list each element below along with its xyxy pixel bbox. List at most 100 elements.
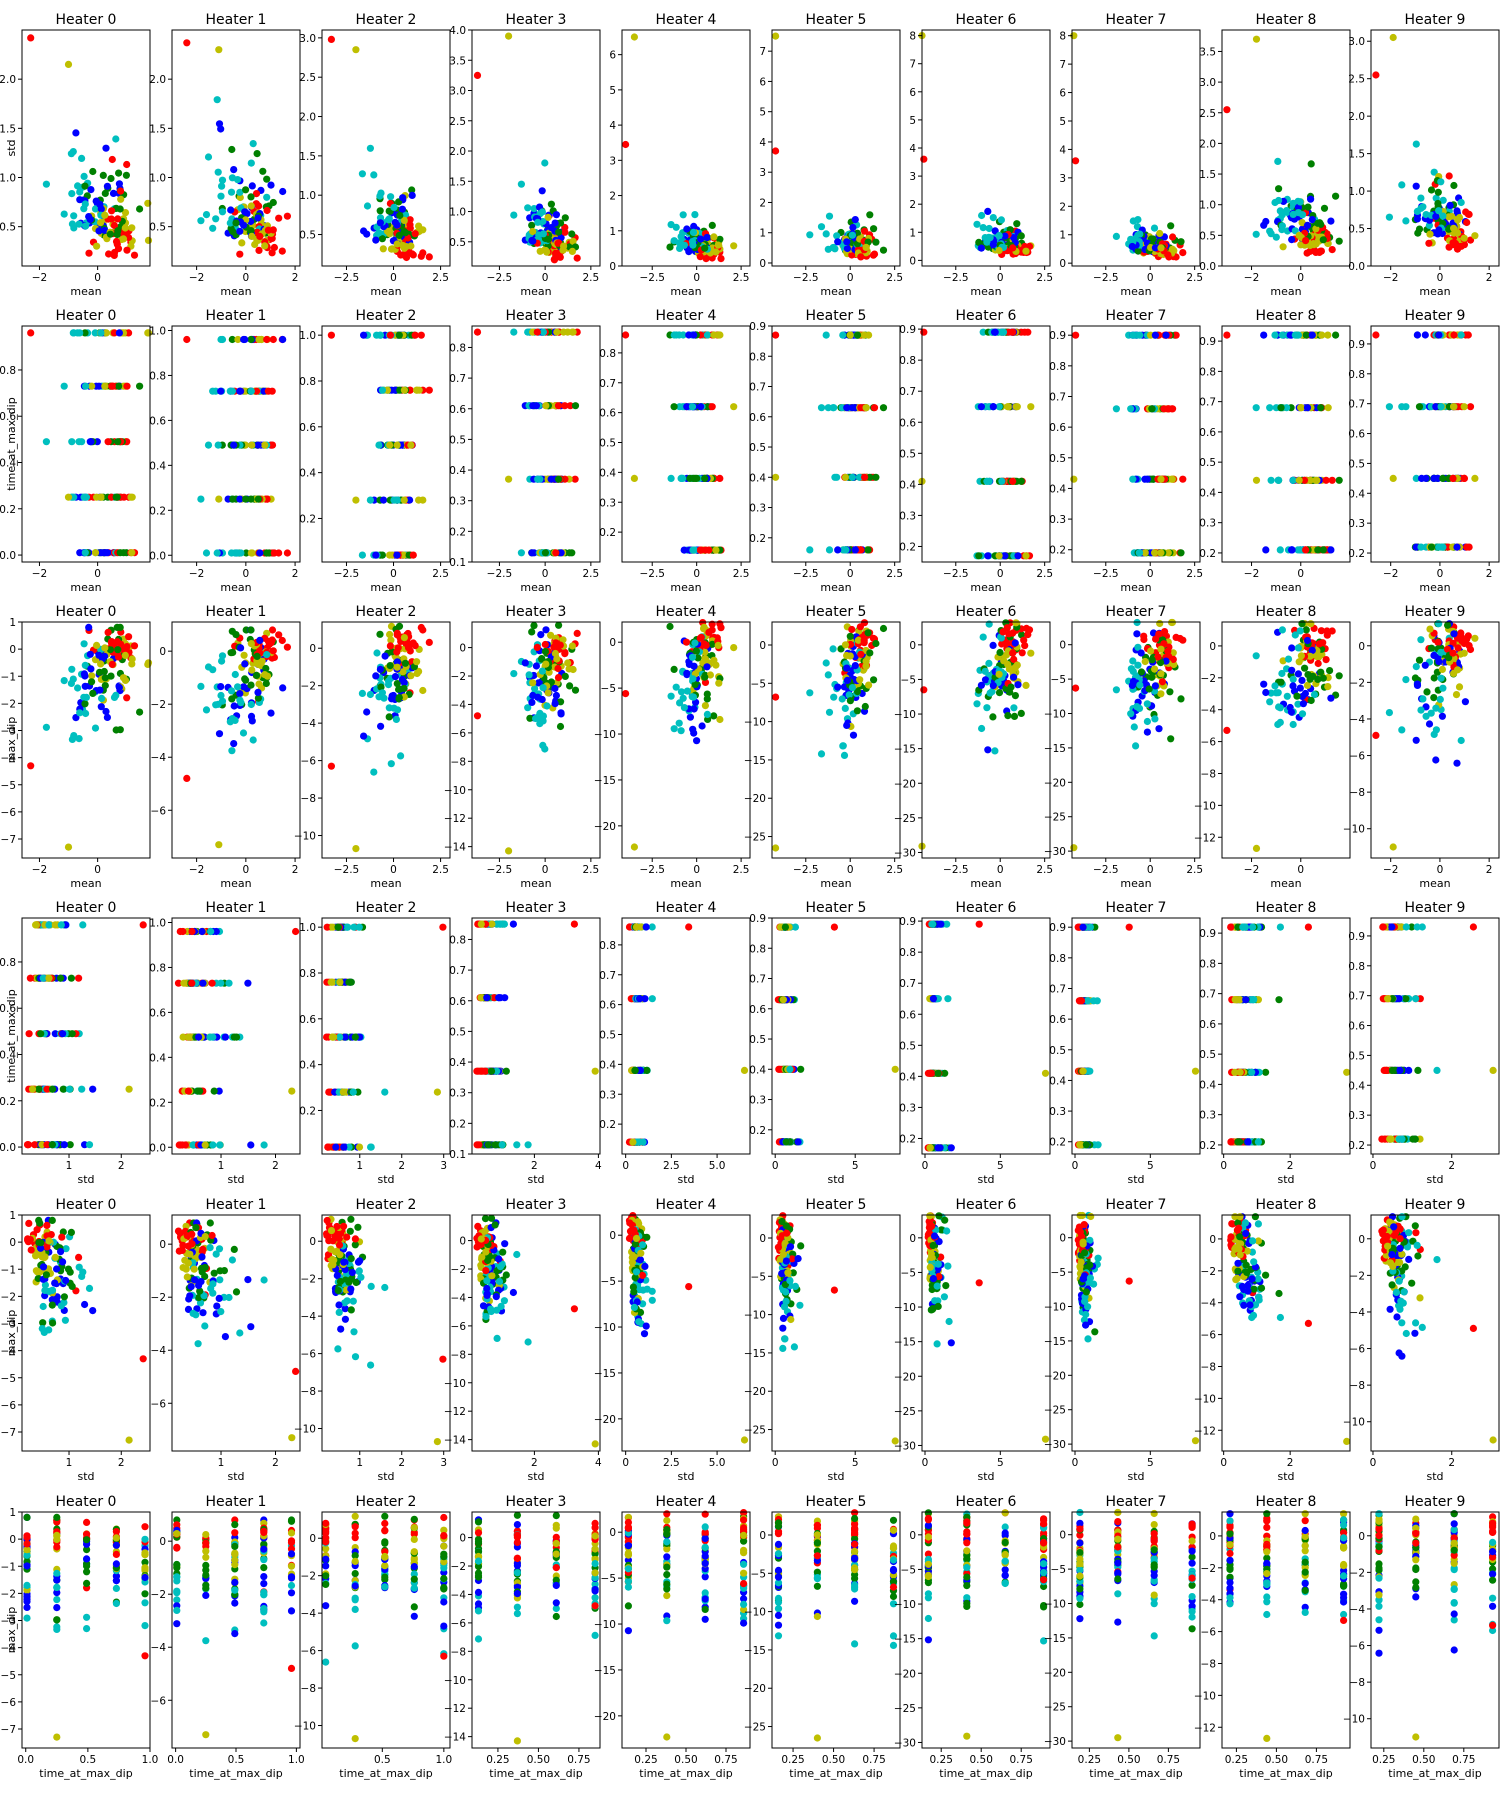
data-point bbox=[1296, 627, 1304, 635]
panel-title: Heater 5 bbox=[806, 12, 867, 28]
data-point bbox=[989, 641, 997, 650]
x-tick-label: 0 bbox=[542, 272, 549, 284]
data-point bbox=[97, 219, 105, 227]
panel-title: Heater 1 bbox=[206, 604, 267, 620]
data-point bbox=[1157, 549, 1165, 557]
data-point bbox=[215, 495, 223, 503]
data-point bbox=[217, 979, 225, 987]
data-point bbox=[973, 220, 981, 228]
data-point bbox=[37, 1030, 45, 1038]
data-point bbox=[237, 644, 245, 652]
data-point bbox=[376, 665, 384, 674]
data-point bbox=[568, 328, 577, 336]
data-point bbox=[703, 331, 712, 339]
x-axis-label: mean bbox=[970, 581, 1001, 594]
data-point bbox=[97, 703, 105, 711]
data-point bbox=[1266, 698, 1274, 706]
data-point bbox=[199, 979, 207, 987]
x-axis-label: mean bbox=[220, 581, 251, 594]
data-point bbox=[1445, 172, 1453, 180]
y-tick-label: 0.5 bbox=[749, 442, 766, 454]
data-point bbox=[1277, 678, 1285, 686]
data-point bbox=[91, 724, 100, 732]
y-tick-label: 2.5 bbox=[449, 116, 466, 128]
data-point bbox=[227, 549, 236, 557]
data-point bbox=[115, 329, 123, 337]
y-tick-label: 3 bbox=[759, 167, 766, 179]
data-point bbox=[1312, 476, 1320, 484]
y-tick-label: 0.4 bbox=[299, 468, 316, 480]
data-point bbox=[183, 774, 191, 783]
data-point bbox=[1022, 552, 1030, 560]
data-point bbox=[1252, 230, 1260, 238]
data-point bbox=[473, 71, 482, 79]
data-point bbox=[395, 231, 403, 239]
y-tick-label: 0.8 bbox=[1049, 361, 1066, 373]
data-point bbox=[530, 622, 538, 630]
data-point bbox=[413, 658, 421, 666]
data-point bbox=[772, 693, 780, 701]
data-point bbox=[425, 386, 433, 394]
data-point bbox=[1398, 403, 1406, 411]
data-point bbox=[979, 224, 987, 232]
data-point bbox=[1417, 636, 1425, 644]
data-point bbox=[212, 215, 220, 223]
data-point bbox=[387, 760, 395, 768]
data-point bbox=[1156, 619, 1164, 628]
y-tick-label: 0.3 bbox=[449, 496, 466, 508]
data-point bbox=[255, 335, 263, 344]
data-point bbox=[1112, 686, 1120, 694]
data-point bbox=[221, 1033, 229, 1041]
y-tick-label: 2 bbox=[1059, 201, 1066, 213]
data-point bbox=[524, 204, 532, 212]
data-point bbox=[1303, 636, 1312, 645]
data-point bbox=[1412, 140, 1420, 148]
data-point bbox=[975, 552, 983, 560]
data-point bbox=[248, 441, 256, 449]
y-tick-label: 1.5 bbox=[1348, 149, 1365, 161]
data-point bbox=[690, 705, 698, 713]
data-point bbox=[979, 328, 987, 336]
y-tick-label: −5 bbox=[901, 674, 916, 686]
data-point bbox=[115, 683, 123, 692]
data-point bbox=[1136, 230, 1144, 238]
y-tick-label: 1.0 bbox=[299, 330, 316, 342]
data-point bbox=[378, 551, 386, 559]
data-point bbox=[534, 218, 542, 226]
y-tick-label: 0.2 bbox=[149, 505, 166, 517]
x-tick-label: 2 bbox=[1486, 568, 1493, 580]
data-point bbox=[1271, 682, 1279, 690]
data-point bbox=[125, 329, 133, 337]
data-point bbox=[841, 704, 849, 713]
data-point bbox=[31, 921, 40, 929]
y-tick-label: −2 bbox=[451, 671, 466, 683]
data-point bbox=[1293, 692, 1301, 700]
data-point bbox=[125, 1085, 133, 1093]
y-tick-label: 0.9 bbox=[749, 321, 766, 333]
data-point bbox=[1288, 546, 1296, 554]
data-point bbox=[834, 238, 842, 246]
data-point bbox=[1430, 168, 1438, 176]
data-point bbox=[1294, 203, 1302, 211]
data-point bbox=[57, 921, 65, 929]
data-point bbox=[984, 552, 992, 560]
panel-title: Heater 5 bbox=[806, 604, 867, 620]
data-point bbox=[42, 438, 51, 446]
data-point bbox=[1398, 726, 1406, 734]
data-point bbox=[236, 193, 244, 202]
data-point bbox=[1252, 35, 1261, 43]
data-point bbox=[101, 211, 109, 219]
data-point bbox=[279, 187, 287, 196]
data-point bbox=[64, 60, 73, 68]
data-point bbox=[116, 549, 124, 557]
data-point bbox=[730, 644, 738, 652]
data-point bbox=[1307, 620, 1315, 628]
data-point bbox=[108, 207, 116, 215]
data-point bbox=[1283, 692, 1291, 700]
data-point bbox=[505, 32, 513, 40]
data-point bbox=[552, 211, 561, 219]
data-point bbox=[67, 679, 75, 688]
data-point bbox=[1471, 474, 1479, 482]
data-point bbox=[870, 676, 878, 684]
